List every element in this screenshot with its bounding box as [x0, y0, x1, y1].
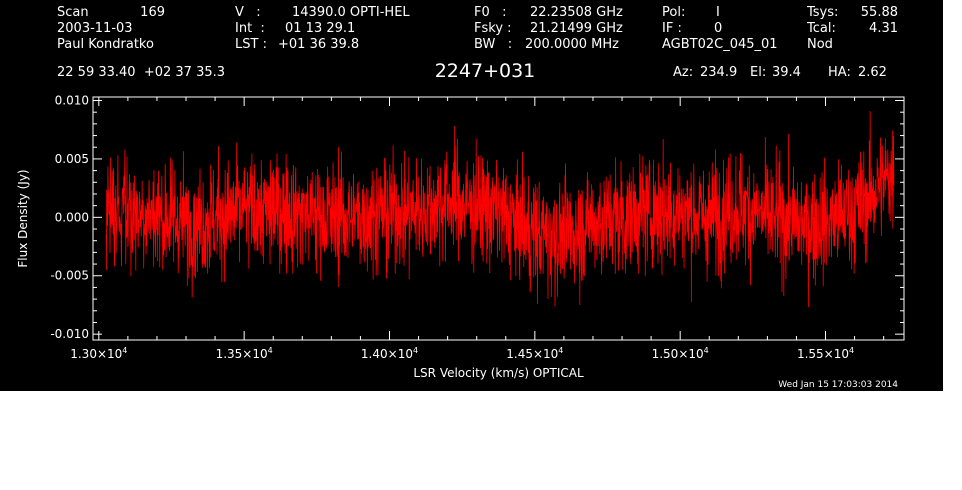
x-axis-label: LSR Velocity (km/s) OPTICAL — [413, 366, 584, 380]
obs-mode: Nod — [807, 37, 833, 52]
y-tick-label: -0.005 — [50, 269, 89, 283]
spectrum-series-line — [105, 111, 895, 308]
elevation-value: 39.4 — [772, 65, 801, 80]
if-label: IF : — [662, 21, 682, 36]
pol-value: I — [716, 5, 720, 20]
x-tick-label: 1.50×104 — [652, 346, 709, 361]
y-tick-label: -0.010 — [50, 327, 89, 341]
plot-frame — [92, 96, 905, 341]
fsky-label: Fsky : — [474, 21, 512, 36]
int-time-value: 01 13 29.1 — [285, 21, 356, 36]
int-time-label: Int : — [235, 21, 265, 36]
y-axis-label: Flux Density (Jy) — [16, 169, 30, 267]
scan-value: 169 — [140, 5, 165, 20]
spectrum-trace-layer — [105, 111, 895, 308]
pol-label: Pol: — [662, 5, 686, 20]
if-value: 0 — [714, 21, 723, 36]
scan-label: Scan — [57, 5, 89, 20]
azimuth-label: Az: — [673, 65, 694, 80]
fsky-value: 21.21499 GHz — [530, 21, 623, 36]
f0-label: F0 : — [474, 5, 507, 20]
hour-angle-value: 2.62 — [858, 65, 887, 80]
x-tick-label: 1.35×104 — [216, 346, 273, 361]
x-tick-label: 1.45×104 — [506, 346, 563, 361]
source-coordinates: 22 59 33.40 +02 37 35.3 — [57, 65, 226, 80]
y-tick-label: 0.000 — [55, 210, 89, 224]
velocity-value: 14390.0 OPTI-HEL — [292, 5, 410, 20]
f0-value: 22.23508 GHz — [530, 5, 623, 20]
elevation-label: El: — [750, 65, 767, 80]
y-tick-label: 0.010 — [55, 94, 89, 108]
bw-value: 200.0000 MHz — [525, 37, 619, 52]
plot-timestamp: Wed Jan 15 17:03:03 2014 — [778, 380, 898, 390]
x-tick-label: 1.55×104 — [797, 346, 854, 361]
lst-label: LST : — [235, 37, 267, 52]
bw-label: BW : — [474, 37, 513, 52]
y-tick-label: 0.005 — [55, 152, 89, 166]
x-tick-label: 1.30×104 — [70, 346, 127, 361]
tsys-label: Tsys: — [807, 5, 839, 20]
spectrum-chart: 0.010 0.005 0.000 -0.005 -0.010 1.30×104 1.35×… — [16, 94, 905, 380]
azimuth-value: 234.9 — [700, 65, 738, 80]
x-tick-label: 1.40×104 — [361, 346, 418, 361]
tick-layer: 0.010 0.005 0.000 -0.005 -0.010 1.30×104 1.35×… — [50, 94, 904, 361]
project-id: AGBT02C_045_01 — [662, 37, 778, 52]
plot-panel: Scan 169 2003-11-03 Paul Kondratko V : 1… — [0, 0, 943, 391]
obs-date: 2003-11-03 — [57, 21, 133, 36]
velocity-label: V : — [235, 5, 261, 20]
hour-angle-label: HA: — [828, 65, 851, 80]
source-name: 2247+031 — [434, 60, 536, 82]
tsys-value: 55.88 — [860, 5, 898, 20]
observer-name: Paul Kondratko — [57, 37, 154, 52]
tcal-label: Tcal: — [807, 21, 836, 36]
lst-value: +01 36 39.8 — [278, 37, 360, 52]
tcal-value: 4.31 — [869, 21, 898, 36]
